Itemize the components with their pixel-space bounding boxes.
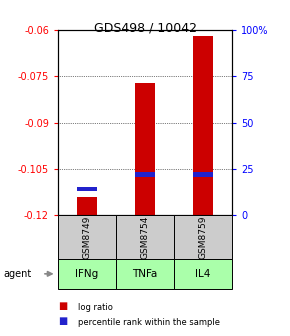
Text: ■: ■ xyxy=(58,301,67,311)
Bar xyxy=(77,197,97,215)
Bar xyxy=(77,187,97,192)
Text: GDS498 / 10042: GDS498 / 10042 xyxy=(93,22,197,35)
Text: GSM8754: GSM8754 xyxy=(140,215,150,259)
Text: percentile rank within the sample: percentile rank within the sample xyxy=(78,318,220,327)
Bar xyxy=(135,172,155,177)
Text: log ratio: log ratio xyxy=(78,303,113,312)
Bar xyxy=(193,172,213,177)
Text: IFNg: IFNg xyxy=(75,269,99,279)
Text: IL4: IL4 xyxy=(195,269,211,279)
Text: ■: ■ xyxy=(58,316,67,326)
Text: TNFa: TNFa xyxy=(132,269,158,279)
Bar xyxy=(193,36,213,215)
Text: agent: agent xyxy=(3,269,31,279)
Bar xyxy=(135,83,155,215)
Text: GSM8749: GSM8749 xyxy=(82,215,92,259)
Text: GSM8759: GSM8759 xyxy=(198,215,208,259)
